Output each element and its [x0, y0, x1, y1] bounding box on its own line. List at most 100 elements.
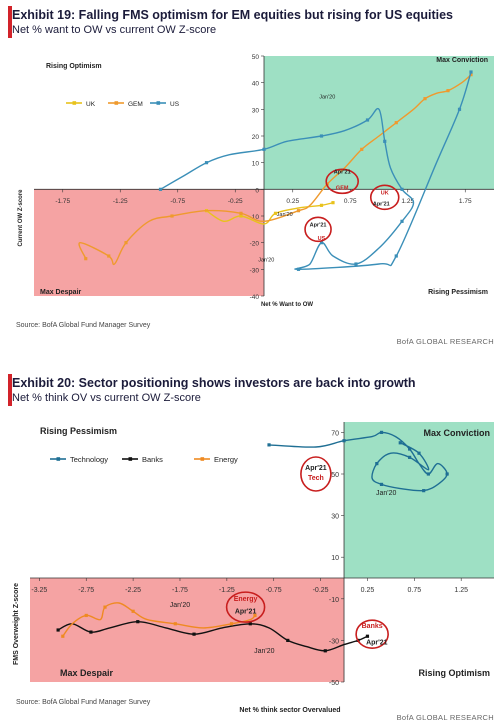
data-point-gem: [84, 257, 88, 261]
exhibit-19: Exhibit 19: Falling FMS optimism for EM …: [0, 0, 500, 350]
highlight-circle: [225, 591, 266, 623]
data-point-banks: [323, 649, 327, 653]
chart-subtitle: Net % want to OW vs current OW Z-score: [12, 24, 217, 36]
data-point-energy: [173, 622, 177, 626]
data-point-technology: [379, 482, 384, 486]
y-axis-label: FMS Overweight Z-score: [13, 583, 20, 665]
x-axis-label: Net % think sector Overvalued: [239, 707, 340, 714]
data-point-us: [400, 219, 404, 223]
highlight-circle: [355, 619, 389, 649]
annotation-apr-21: Apr'21: [366, 640, 388, 647]
data-point-uk: [239, 214, 243, 218]
chart-subtitle: Net % think OV vs current OW Z-score: [12, 392, 201, 404]
annotation-apr-21: Apr'21: [373, 201, 390, 207]
data-point-energy: [131, 609, 135, 613]
x-tick-label: -1.25: [113, 198, 128, 205]
legend-marker-uk: [72, 101, 77, 105]
legend-marker-energy: [200, 457, 205, 461]
data-point-energy: [103, 605, 107, 609]
chart-source: Source: BofA Global Fund Manager Survey: [16, 322, 151, 329]
exhibit-20: Exhibit 20: Sector positioning shows inv…: [0, 368, 500, 728]
y-tick-label: -30: [329, 638, 339, 645]
x-tick-label: 1.25: [454, 587, 468, 594]
data-point-technology: [417, 451, 421, 455]
data-point-us: [296, 267, 301, 271]
data-point-gem: [469, 73, 473, 77]
max-despair-quadrant: [30, 578, 345, 682]
data-point-gem: [360, 147, 364, 151]
x-tick-label: -0.75: [170, 198, 185, 205]
highlight-circle: [325, 168, 360, 195]
legend-label-gem: GEM: [128, 101, 143, 108]
y-tick-label: 40: [252, 81, 260, 88]
x-tick-label: -1.75: [172, 587, 188, 594]
annotation-jan-20: Jan'20: [319, 95, 335, 101]
annotation-gem: GEM: [336, 185, 349, 191]
quadrant-label-top-right: Max Conviction: [423, 428, 490, 438]
data-point-energy: [61, 634, 65, 638]
y-tick-label: 20: [252, 134, 260, 141]
data-point-gem: [170, 214, 174, 218]
y-tick-label: 10: [252, 161, 260, 168]
y-tick-label: -20: [250, 241, 260, 248]
data-point-uk: [319, 203, 324, 207]
x-tick-label: -2.25: [125, 587, 141, 594]
data-point-banks: [248, 622, 252, 626]
x-tick-label: -1.25: [219, 587, 235, 594]
data-point-gem: [446, 89, 450, 93]
y-tick-label: 70: [331, 430, 339, 437]
data-point-technology: [408, 447, 412, 451]
annotation-tech: Tech: [308, 475, 324, 482]
data-point-energy: [229, 622, 234, 626]
annotation-apr-21: Apr'21: [305, 465, 327, 472]
y-tick-label: 10: [331, 555, 339, 562]
data-point-us: [262, 147, 266, 151]
data-point-gem: [423, 97, 427, 101]
x-tick-label: -0.25: [313, 587, 329, 594]
y-tick-label: -10: [250, 214, 260, 221]
data-point-us: [319, 241, 324, 245]
x-axis-label: Net % Want to OW: [261, 302, 313, 308]
highlight-circle: [369, 184, 400, 211]
data-point-banks: [136, 620, 140, 624]
x-tick-label: 0.25: [361, 587, 375, 594]
data-point-technology: [408, 455, 412, 459]
x-tick-label: 0.75: [408, 587, 422, 594]
legend-label-us: US: [170, 101, 180, 108]
annotation-apr-21: Apr'21: [334, 169, 351, 175]
y-tick-label: 30: [252, 107, 260, 114]
data-point-gem: [107, 254, 111, 258]
y-tick-label: 50: [331, 472, 339, 479]
data-point-us: [469, 70, 473, 74]
chart-title: Exhibit 19: Falling FMS optimism for EM …: [12, 8, 454, 22]
data-point-us: [204, 161, 209, 165]
y-tick-label: 50: [252, 54, 260, 61]
annotation-apr-21: Apr'21: [235, 608, 257, 615]
data-point-us: [365, 118, 370, 122]
annotation-energy: Energy: [234, 596, 258, 603]
x-tick-label: -0.25: [228, 198, 243, 205]
data-point-banks: [89, 630, 93, 634]
data-point-uk: [331, 201, 335, 205]
legend-label-banks: Banks: [142, 455, 163, 464]
data-point-us: [158, 187, 163, 191]
max-despair-quadrant: [34, 189, 264, 296]
data-point-energy: [253, 613, 257, 618]
x-tick-label: -1.75: [55, 198, 70, 205]
data-point-technology: [375, 462, 379, 466]
data-point-gem: [394, 121, 398, 125]
chart-1: -1.75 -1.25 -0.75 -0.25 0.25 0.75 1.25 1.75 -40 -…: [18, 54, 494, 308]
chart-2: -3.25 -2.75 -2.25 -1.75 -1.25 -0.75 -0.25 0.25 0…: [13, 422, 494, 714]
legend-marker-us: [156, 101, 161, 105]
annotation-jan-20: Jan'20: [258, 257, 274, 263]
data-point-technology: [379, 430, 384, 434]
legend-label-technology: Technology: [70, 455, 108, 464]
series-line-banks: [57, 620, 368, 652]
title-rule: [8, 6, 12, 38]
data-point-banks: [192, 632, 196, 636]
annotation-uk: UK: [381, 191, 389, 197]
x-tick-label: 1.75: [459, 198, 472, 205]
quadrant-label-top-right: Max Conviction: [436, 57, 488, 64]
legend-label-energy: Energy: [214, 455, 238, 464]
annotation-jan-20: Jan'20: [277, 212, 293, 218]
